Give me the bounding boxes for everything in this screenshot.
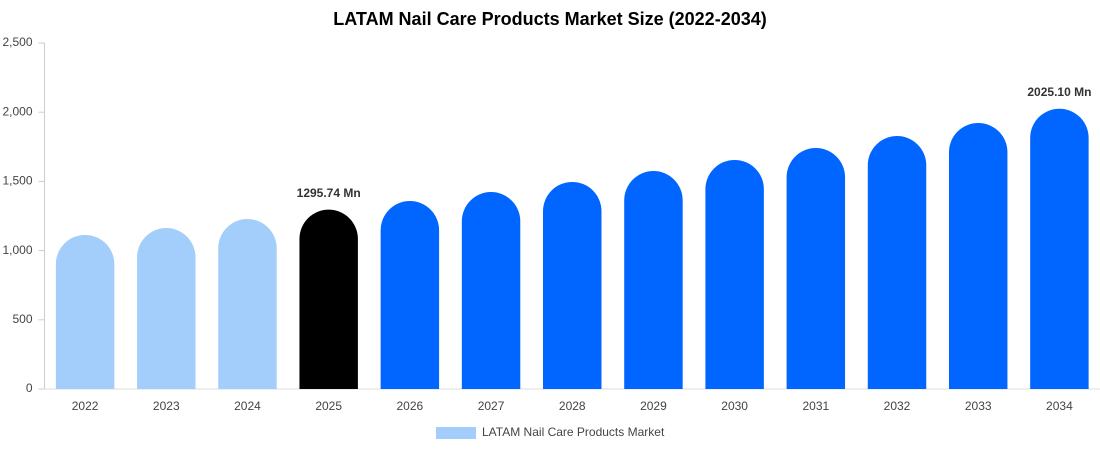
bar xyxy=(137,228,196,389)
bar xyxy=(543,181,602,389)
x-tick-label: 2033 xyxy=(965,399,992,413)
bar xyxy=(299,209,358,389)
bar xyxy=(218,219,277,389)
bar xyxy=(1030,108,1089,389)
bar xyxy=(461,192,521,389)
bar xyxy=(624,171,683,389)
bar xyxy=(55,234,115,389)
data-label: 1295.74 Mn xyxy=(297,186,361,200)
x-tick-label: 2031 xyxy=(802,399,829,413)
x-tick-label: 2028 xyxy=(559,399,586,413)
x-tick-label: 2027 xyxy=(478,399,505,413)
legend-label: LATAM Nail Care Products Market xyxy=(482,425,665,439)
x-tick-label: 2023 xyxy=(153,399,180,413)
bar xyxy=(867,136,927,389)
y-tick-label: 2,500 xyxy=(2,35,32,49)
bar xyxy=(380,201,440,389)
y-tick-label: 1,500 xyxy=(2,174,32,188)
x-tick-label: 2032 xyxy=(884,399,911,413)
x-tick-label: 2034 xyxy=(1046,399,1073,413)
y-tick-label: 500 xyxy=(12,312,32,326)
data-label: 2025.10 Mn xyxy=(1027,85,1091,99)
x-tick-label: 2024 xyxy=(234,399,261,413)
x-tick-label: 2022 xyxy=(72,399,99,413)
x-tick-label: 2029 xyxy=(640,399,667,413)
legend-swatch xyxy=(436,427,476,439)
x-tick-label: 2030 xyxy=(721,399,748,413)
y-tick-label: 1,000 xyxy=(2,243,32,257)
bar xyxy=(948,122,1008,389)
y-tick-label: 2,000 xyxy=(2,104,32,118)
y-tick-label: 0 xyxy=(26,381,33,395)
x-tick-label: 2025 xyxy=(315,399,342,413)
bar xyxy=(786,148,846,389)
chart-title: LATAM Nail Care Products Market Size (20… xyxy=(333,9,766,29)
bar xyxy=(705,159,764,389)
x-tick-label: 2026 xyxy=(397,399,424,413)
